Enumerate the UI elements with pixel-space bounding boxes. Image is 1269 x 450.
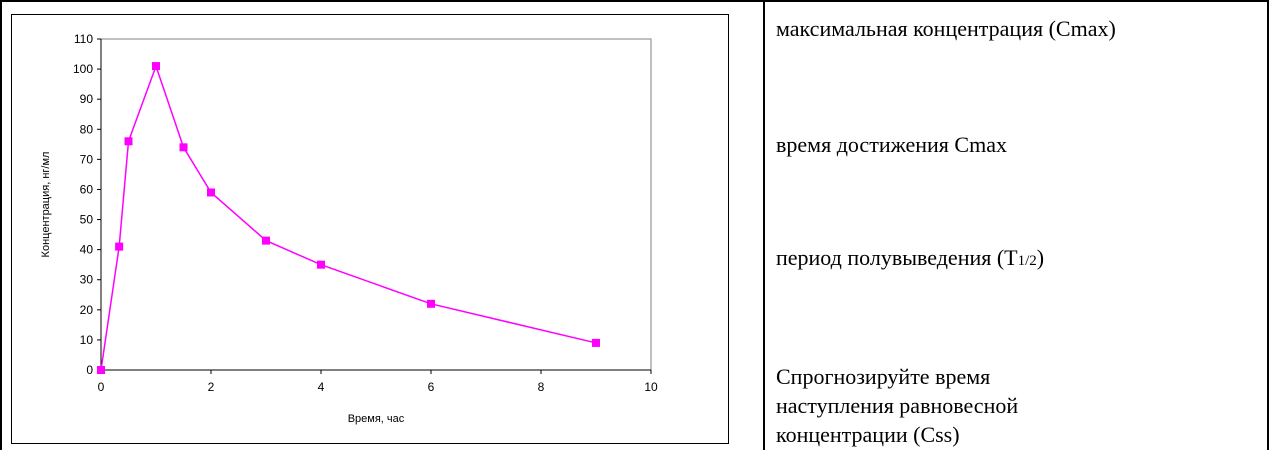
data-point: [152, 62, 160, 71]
data-point: [124, 137, 133, 146]
table-top-border: [0, 0, 1269, 2]
x-tick-label: 8: [538, 380, 545, 394]
data-point: [207, 188, 215, 197]
table-left-border: [0, 0, 2, 450]
y-tick-label: 60: [80, 182, 94, 196]
note-css: Спрогнозируйте время наступления равнове…: [776, 364, 1019, 447]
note-half-life: период полувыведения (T1/2): [776, 243, 1044, 276]
y-tick-label: 100: [73, 62, 93, 76]
data-point: [317, 260, 325, 269]
x-tick-label: 4: [318, 380, 325, 394]
x-tick-label: 0: [98, 380, 105, 394]
x-axis-title: Время, час: [348, 413, 405, 425]
x-tick-label: 2: [208, 380, 215, 394]
y-axis-title: Концентрация, нг/мл: [40, 152, 52, 258]
note-cmax: максимальная концентрация (Cmax): [776, 16, 1116, 41]
table-middle-border: [763, 0, 765, 450]
y-tick-label: 50: [80, 213, 94, 227]
table-right-border: [1267, 0, 1269, 450]
note-half-life-prefix: период полувыведения (T: [776, 245, 1018, 270]
y-tick-label: 80: [80, 122, 94, 136]
y-tick-label: 90: [80, 92, 94, 106]
series-line: [100, 63, 597, 371]
note-tmax: время достижения Cmax: [776, 132, 1007, 157]
x-tick-label: 6: [428, 380, 435, 394]
y-tick-label: 20: [80, 303, 94, 317]
note-half-life-subscript: 1/2: [1017, 253, 1037, 269]
concentration-chart: 0 10 20 30 40 50 60 70 80 90 100 110 0 2 4 6 8 10 Время, ч…: [40, 32, 658, 425]
data-point: [262, 236, 270, 245]
data-point: [179, 143, 188, 152]
data-point: [427, 299, 435, 308]
chart-cell: 0 10 20 30 40 50 60 70 80 90 100 110 0 2 4 6 8 10 Время, ч…: [11, 14, 731, 446]
x-tick-label: 10: [644, 380, 658, 394]
y-tick-label: 40: [80, 243, 94, 257]
y-tick-label: 0: [86, 363, 93, 377]
data-point: [115, 242, 124, 251]
y-tick-label: 110: [74, 32, 93, 46]
note-half-life-suffix: ): [1036, 245, 1045, 270]
y-tick-label: 70: [80, 152, 94, 166]
y-tick-label: 30: [80, 273, 94, 287]
data-point: [592, 338, 600, 347]
y-tick-label: 10: [80, 333, 94, 347]
chart-border: [11, 14, 729, 444]
data-point: [97, 366, 105, 374]
